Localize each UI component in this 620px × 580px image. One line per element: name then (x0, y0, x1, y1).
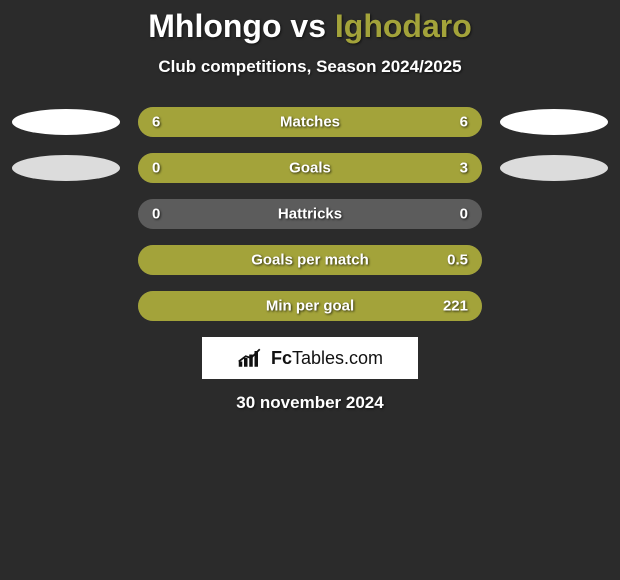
stat-row: Goals per match 0.5 (0, 245, 620, 275)
stat-label: Hattricks (278, 206, 342, 223)
title-vs: vs (282, 8, 335, 44)
page-title: Mhlongo vs Ighodaro (0, 8, 620, 45)
stat-right-value: 221 (443, 298, 468, 315)
stat-row: Min per goal 221 (0, 291, 620, 321)
stat-bar: 0 Hattricks 0 (138, 199, 482, 229)
team-badge-left (12, 109, 120, 135)
stat-row: 0 Hattricks 0 (0, 199, 620, 229)
stat-left-value: 6 (152, 114, 160, 131)
brand-text: FcTables.com (271, 348, 383, 369)
stat-label: Goals per match (251, 252, 369, 269)
brand-post: Tables.com (292, 348, 383, 368)
brand-pre: Fc (271, 348, 292, 368)
stat-bar: 6 Matches 6 (138, 107, 482, 137)
team-badge-right (500, 155, 608, 181)
stats-list: 6 Matches 6 0 Goals 3 0 Hattricks 0 Goals per mat… (0, 107, 620, 321)
title-player2: Ighodaro (335, 8, 472, 44)
title-player1: Mhlongo (148, 8, 281, 44)
bar-fill-right (200, 153, 482, 183)
stat-right-value: 0 (460, 206, 468, 223)
stat-label: Matches (280, 114, 340, 131)
stat-row: 0 Goals 3 (0, 153, 620, 183)
brand-badge: FcTables.com (202, 337, 418, 379)
stat-bar: Min per goal 221 (138, 291, 482, 321)
stat-right-value: 0.5 (447, 252, 468, 269)
team-badge-right (500, 109, 608, 135)
bar-chart-icon (237, 347, 265, 369)
stat-label: Min per goal (266, 298, 354, 315)
stat-right-value: 6 (460, 114, 468, 131)
date-text: 30 november 2024 (0, 393, 620, 413)
stat-bar: Goals per match 0.5 (138, 245, 482, 275)
team-badge-left (12, 155, 120, 181)
stat-left-value: 0 (152, 160, 160, 177)
stat-bar: 0 Goals 3 (138, 153, 482, 183)
subtitle: Club competitions, Season 2024/2025 (0, 57, 620, 77)
stat-row: 6 Matches 6 (0, 107, 620, 137)
bar-fill-left (138, 153, 200, 183)
stat-left-value: 0 (152, 206, 160, 223)
stat-label: Goals (289, 160, 331, 177)
stat-right-value: 3 (460, 160, 468, 177)
